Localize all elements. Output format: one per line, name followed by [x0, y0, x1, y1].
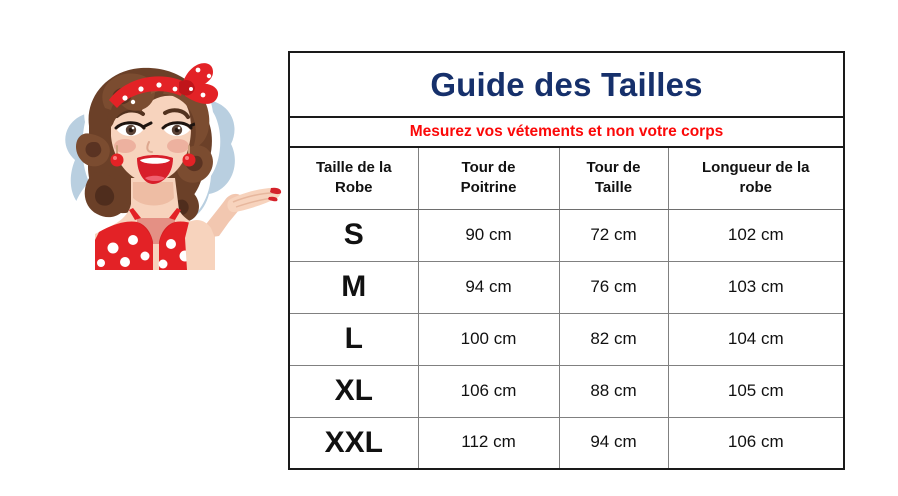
column-header-dress-size-line2: Robe: [335, 179, 373, 197]
column-header-waist-line1: Tour de: [586, 159, 641, 176]
pinup-woman-illustration: [33, 42, 283, 270]
waist-value: 88 cm: [590, 380, 637, 400]
column-header-bust-line2: Poitrine: [460, 179, 517, 197]
cell-waist: 88 cm: [558, 364, 669, 418]
table-header-row: Taille de la Robe Tour de Poitrine Tour …: [289, 146, 845, 210]
column-header-waist: Tour de Taille: [558, 146, 669, 210]
table-title-row: Guide des Tailles: [289, 52, 845, 118]
cell-bust: 100 cm: [417, 312, 560, 366]
page-title: Guide des Tailles: [430, 66, 703, 103]
cell-size: M: [289, 260, 419, 314]
table-subtitle-row: Mesurez vos vétements et non votre corps: [289, 116, 845, 148]
column-header-length-line2: robe: [739, 179, 773, 197]
cell-waist: 82 cm: [558, 312, 669, 366]
bust-value: 100 cm: [460, 328, 517, 348]
size-label: M: [341, 270, 367, 303]
size-guide-table: Guide des Tailles Mesurez vos vétements …: [288, 51, 846, 470]
length-value: 104 cm: [727, 328, 784, 348]
cell-length: 102 cm: [667, 208, 845, 262]
length-value: 106 cm: [727, 432, 784, 452]
cell-length: 103 cm: [667, 260, 845, 314]
cell-bust: 94 cm: [417, 260, 560, 314]
bust-value: 112 cm: [461, 432, 516, 452]
length-value: 103 cm: [727, 276, 784, 296]
length-value: 105 cm: [727, 380, 784, 400]
size-label: S: [343, 218, 364, 251]
cell-length: 105 cm: [667, 364, 845, 418]
table-row: L 100 cm 82 cm 104 cm: [289, 312, 845, 366]
cell-bust: 90 cm: [417, 208, 560, 262]
length-value: 102 cm: [727, 224, 784, 244]
size-label: XL: [334, 374, 373, 407]
bust-value: 94 cm: [465, 276, 512, 296]
red-polkadot-headband-bow: [109, 63, 219, 108]
table-row: S 90 cm 72 cm 102 cm: [289, 208, 845, 262]
waist-value: 76 cm: [590, 276, 637, 296]
cell-waist: 94 cm: [558, 416, 669, 469]
subtitle-note: Mesurez vos vétements et non votre corps: [409, 123, 724, 140]
right-earring: [182, 145, 196, 167]
bust-value: 90 cm: [465, 224, 512, 244]
column-header-dress-size: Taille de la Robe: [289, 146, 419, 210]
column-header-bust-line1: Tour de: [461, 159, 516, 176]
cell-size: S: [289, 208, 419, 262]
column-header-length-line1: Longueur de la: [702, 159, 810, 176]
cell-length: 104 cm: [667, 312, 845, 366]
size-label: L: [344, 322, 363, 355]
column-header-bust: Tour de Poitrine: [417, 146, 560, 210]
presenting-hand: [185, 187, 282, 270]
cell-size: L: [289, 312, 419, 366]
column-header-dress-size-line1: Taille de la: [315, 159, 392, 176]
waist-value: 82 cm: [590, 328, 637, 348]
cell-waist: 76 cm: [558, 260, 669, 314]
table-row: M 94 cm 76 cm 103 cm: [289, 260, 845, 314]
bust-value: 106 cm: [460, 380, 517, 400]
left-earring: [110, 145, 124, 167]
cell-bust: 106 cm: [417, 364, 560, 418]
table-row: XL 106 cm 88 cm 105 cm: [289, 364, 845, 418]
cell-bust: 112 cm: [417, 416, 560, 469]
cell-size: XL: [289, 364, 419, 418]
size-label: XXL: [324, 425, 383, 459]
waist-value: 94 cm: [590, 432, 637, 452]
left-eye: [114, 121, 153, 136]
column-header-length: Longueur de la robe: [667, 146, 845, 210]
cell-size: XXL: [289, 416, 419, 469]
table-row: XXL 112 cm 94 cm 106 cm: [289, 416, 845, 469]
waist-value: 72 cm: [590, 224, 637, 244]
column-header-waist-line2: Taille: [594, 179, 633, 197]
smiling-mouth: [137, 155, 173, 184]
subtitle-cell: Mesurez vos vétements et non votre corps: [289, 116, 845, 148]
cell-length: 106 cm: [667, 416, 845, 469]
cell-waist: 72 cm: [558, 208, 669, 262]
title-cell: Guide des Tailles: [289, 52, 845, 118]
